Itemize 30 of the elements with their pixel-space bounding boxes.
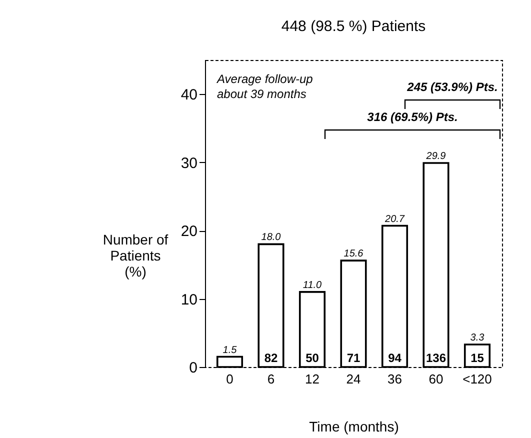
data-label: 3.3 xyxy=(470,332,485,344)
data-label: 15.6 xyxy=(344,248,364,260)
annotation: 15 xyxy=(470,351,484,365)
x-tick-label: <120 xyxy=(462,372,492,386)
y-tick-label: 40 xyxy=(180,86,198,104)
y-axis-title: Number of Patients (%) xyxy=(102,232,168,280)
chart-title: 448 (98.5 %) Patients xyxy=(281,18,426,35)
x-tick-label: 24 xyxy=(346,372,361,386)
x-tick-label: 60 xyxy=(428,372,444,386)
y-tick-label: 30 xyxy=(180,154,198,172)
annotation: Average follow-up about 39 months xyxy=(216,72,314,101)
x-tick-label: 12 xyxy=(305,372,320,386)
y-tick-label: 10 xyxy=(180,291,198,308)
annotation: 50 xyxy=(306,351,320,365)
x-tick-label: 6 xyxy=(267,372,275,386)
x-axis-title: Time (months) xyxy=(309,418,399,434)
annotation: 136 xyxy=(426,351,446,365)
annotation: 245 (53.9%) Pts. xyxy=(406,80,498,94)
annotation: 82 xyxy=(264,351,278,365)
data-label: 20.7 xyxy=(384,214,405,225)
y-tick-label: 20 xyxy=(180,223,198,240)
x-tick-label: 36 xyxy=(388,372,402,386)
annotation: 316 (69.5%) Pts. xyxy=(367,110,458,124)
data-label: 18.0 xyxy=(261,232,282,244)
annotation: 94 xyxy=(388,351,402,365)
data-label: 29.9 xyxy=(425,151,446,162)
data-label: 1.5 xyxy=(222,344,238,356)
data-label: 11.0 xyxy=(302,280,322,291)
x-tick-label: 0 xyxy=(226,372,234,386)
annotation: 71 xyxy=(346,351,360,365)
